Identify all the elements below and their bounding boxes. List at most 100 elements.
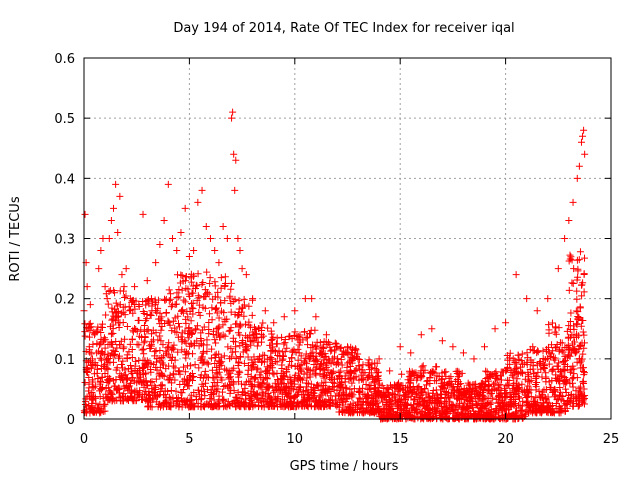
- data-point: [232, 320, 239, 328]
- data-point: [165, 393, 173, 401]
- data-point: [311, 326, 319, 334]
- data-point: [81, 210, 89, 218]
- data-point: [143, 277, 151, 285]
- data-point: [497, 372, 505, 380]
- data-point: [351, 367, 359, 375]
- data-point: [337, 356, 345, 364]
- data-point: [365, 394, 373, 402]
- data-point: [120, 343, 128, 351]
- data-point: [219, 222, 227, 230]
- data-point: [253, 395, 261, 403]
- data-point: [566, 380, 574, 388]
- data-point: [511, 400, 519, 408]
- data-point: [203, 373, 211, 381]
- data-point: [204, 360, 212, 368]
- data-point: [576, 303, 584, 311]
- data-point: [116, 192, 124, 200]
- data-point: [570, 345, 578, 353]
- data-point: [413, 373, 421, 381]
- data-point: [579, 132, 587, 140]
- data-point: [152, 375, 160, 383]
- data-point: [531, 405, 539, 413]
- data-point: [264, 324, 272, 332]
- data-point: [268, 330, 276, 338]
- data-point: [198, 395, 206, 403]
- data-point: [569, 400, 577, 408]
- data-point: [82, 395, 90, 403]
- data-point: [423, 377, 431, 385]
- data-point: [286, 332, 294, 340]
- data-point: [192, 395, 200, 403]
- data-point: [525, 373, 533, 381]
- data-point: [154, 393, 162, 401]
- data-point: [142, 317, 150, 325]
- data-point: [235, 359, 243, 367]
- data-point: [96, 354, 104, 362]
- data-point: [123, 322, 131, 330]
- data-point: [568, 279, 576, 287]
- data-point: [563, 327, 571, 335]
- data-point: [313, 342, 321, 350]
- data-point: [540, 364, 548, 372]
- data-point: [322, 352, 330, 360]
- data-point: [317, 349, 325, 357]
- data-point: [573, 174, 581, 182]
- data-point: [355, 394, 363, 402]
- data-point: [188, 304, 196, 312]
- data-point: [481, 343, 489, 351]
- data-point: [96, 387, 104, 395]
- data-point: [442, 368, 450, 376]
- data-point: [155, 370, 163, 378]
- data-point: [255, 355, 263, 363]
- data-point: [121, 294, 129, 302]
- data-point: [166, 353, 174, 361]
- data-point: [303, 402, 311, 410]
- data-point: [437, 379, 445, 387]
- data-point: [460, 399, 468, 407]
- data-point: [418, 389, 426, 397]
- data-point: [518, 402, 526, 410]
- data-point: [141, 333, 149, 341]
- data-point: [424, 400, 432, 408]
- data-point: [223, 235, 231, 242]
- data-point: [314, 358, 322, 366]
- data-point: [406, 414, 414, 422]
- data-point: [234, 370, 242, 378]
- data-point: [216, 359, 224, 367]
- data-point: [169, 371, 177, 379]
- data-point: [196, 374, 204, 382]
- data-point: [190, 372, 198, 380]
- data-point: [304, 341, 312, 349]
- data-point: [523, 295, 531, 303]
- data-point: [576, 389, 584, 397]
- data-point: [492, 375, 500, 383]
- data-point: [327, 347, 335, 355]
- data-point: [343, 349, 351, 357]
- data-point: [123, 384, 131, 392]
- data-point: [122, 265, 130, 273]
- data-point: [212, 305, 220, 313]
- data-point: [432, 363, 440, 371]
- data-point: [215, 392, 223, 400]
- data-point: [144, 390, 152, 398]
- data-point: [365, 361, 373, 369]
- data-point: [455, 373, 463, 381]
- data-point: [168, 379, 176, 387]
- data-point: [206, 274, 214, 282]
- data-point: [578, 317, 586, 325]
- data-point: [181, 348, 189, 356]
- data-point: [553, 362, 561, 370]
- data-point: [387, 405, 395, 413]
- y-axis: 0 0.1 0.2 0.3 0.4 0.5 0.6: [54, 52, 611, 428]
- data-point: [580, 371, 588, 379]
- data-point: [351, 354, 359, 362]
- data-point: [237, 380, 245, 388]
- data-point: [509, 355, 517, 363]
- data-point: [421, 412, 429, 420]
- data-point: [302, 350, 310, 358]
- data-point: [532, 409, 540, 417]
- data-point: [523, 401, 531, 409]
- data-point: [160, 399, 168, 407]
- data-point: [576, 359, 584, 367]
- data-point: [95, 265, 103, 273]
